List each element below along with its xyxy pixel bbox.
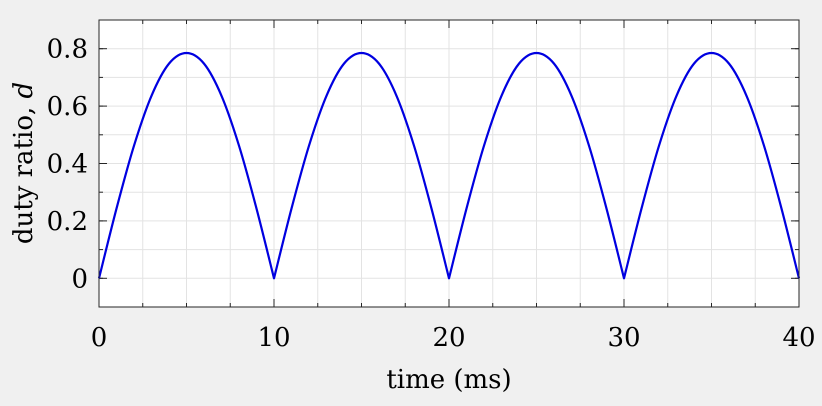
y-tick-label: 0.4 <box>47 150 88 180</box>
x-axis-label: time (ms) <box>386 365 511 395</box>
grid <box>99 20 799 307</box>
plot-frame <box>98 19 800 308</box>
x-tick-label: 10 <box>257 323 290 353</box>
y-tick-label: 0.2 <box>47 207 88 237</box>
x-tick-label: 30 <box>607 323 640 353</box>
y-tick-label: 0.6 <box>47 92 88 122</box>
tick-labels: 0 10 20 30 40 0 0.2 0.4 0.6 0.8 <box>47 35 816 353</box>
y-axis-label-text: duty ratio, <box>9 98 39 244</box>
y-tick-label: 0.8 <box>47 35 88 65</box>
y-axis-label-symbol: d <box>9 82 39 99</box>
x-tick-label: 20 <box>432 323 465 353</box>
y-tick-label: 0 <box>71 264 88 294</box>
y-axis-label: duty ratio, d <box>9 82 39 244</box>
x-tick-label: 40 <box>782 323 815 353</box>
x-tick-label: 0 <box>91 323 108 353</box>
duty-ratio-line <box>97 51 801 280</box>
